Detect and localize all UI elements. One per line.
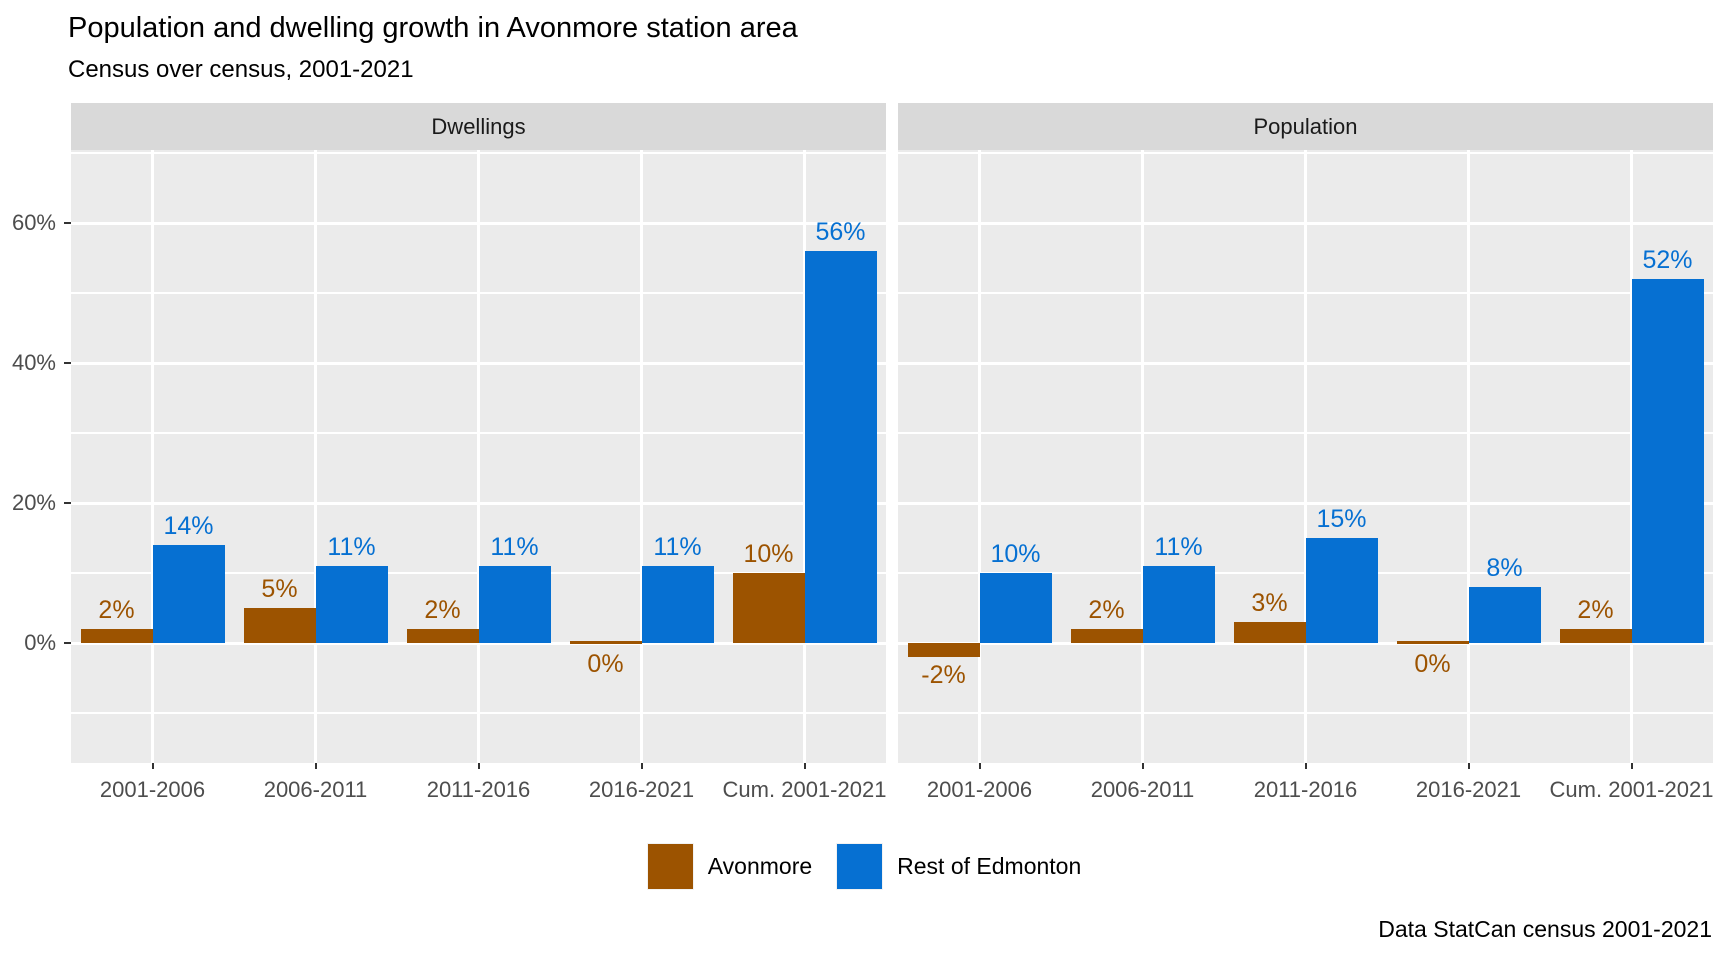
facet-panel: -2% 2% 3% 0% 2% 10% 11% 15% 8% 52%	[898, 150, 1713, 763]
bar-value-label: 2%	[98, 596, 135, 624]
bar-value-label: 11%	[327, 533, 376, 561]
facet-dwellings: Dwellings 2% 5% 2% 0% 10% 14% 11% 11% 11% 56%	[71, 103, 886, 763]
x-axis-label: 2016-2021	[588, 777, 695, 802]
x-axis-label: Cum. 2001-2021	[722, 777, 887, 802]
bar-value-label: 11%	[490, 533, 539, 561]
bar-avonmore	[1559, 629, 1632, 643]
x-axis-tick	[1467, 763, 1470, 769]
bar-value-label: 0%	[587, 650, 624, 678]
chart-subtitle: Census over census, 2001-2021	[68, 56, 414, 83]
bar-avonmore	[1070, 629, 1143, 643]
bar-value-label: 0%	[1414, 650, 1451, 678]
legend: Avonmore Rest of Edmonton	[0, 843, 1728, 890]
facet-population: Population -2% 2% 3% 0% 2% 10% 11% 15% 8% 52%	[898, 103, 1713, 763]
bar-value-label: 10%	[743, 540, 794, 568]
x-axis-label: 2001-2006	[99, 777, 206, 802]
legend-swatch-avonmore	[646, 843, 694, 890]
x-axis-label: 2006-2011	[263, 777, 368, 802]
y-axis-label: 40%	[11, 350, 56, 375]
major-gridline-vertical	[1304, 150, 1307, 763]
major-gridline-vertical	[1141, 150, 1144, 763]
bar-value-label: 56%	[815, 218, 866, 246]
bar-rest-of-edmonton	[1142, 566, 1215, 643]
x-axis-tick	[640, 763, 643, 769]
legend-entry-avonmore: Avonmore	[646, 843, 813, 890]
bar-value-label: 2%	[1088, 596, 1125, 624]
x-axis-label: 2001-2006	[926, 777, 1033, 802]
bar-value-label: 14%	[163, 512, 214, 540]
y-axis-label: 20%	[11, 490, 56, 515]
major-gridline-vertical	[640, 150, 643, 763]
bar-value-label: -2%	[921, 661, 966, 689]
bar-rest-of-edmonton	[979, 573, 1052, 643]
bar-avonmore	[243, 608, 316, 643]
legend-swatch-rest-of-edmonton	[836, 843, 884, 890]
bar-rest-of-edmonton	[1631, 279, 1704, 643]
legend-entry-rest-of-edmonton: Rest of Edmonton	[836, 843, 1081, 890]
x-axis-label: 2016-2021	[1415, 777, 1522, 802]
facet-panel: 2% 5% 2% 0% 10% 14% 11% 11% 11% 56%	[71, 150, 886, 763]
x-axis-tick	[314, 763, 317, 769]
bar-rest-of-edmonton	[315, 566, 388, 643]
bar-rest-of-edmonton	[478, 566, 551, 643]
bar-value-label: 11%	[653, 533, 702, 561]
bar-value-label: 5%	[261, 575, 298, 603]
bar-rest-of-edmonton	[804, 251, 877, 643]
bar-value-label: 3%	[1251, 589, 1288, 617]
y-axis-tick	[64, 222, 71, 224]
legend-label: Avonmore	[707, 853, 813, 879]
bar-avonmore	[1233, 622, 1306, 643]
x-axis-label: 2011-2016	[1253, 777, 1358, 802]
bar-avonmore	[80, 629, 153, 643]
y-axis-tick	[64, 642, 71, 644]
x-axis-label: 2011-2016	[426, 777, 531, 802]
major-gridline-vertical	[314, 150, 317, 763]
bar-rest-of-edmonton	[1468, 587, 1541, 643]
bar-value-label: 11%	[1154, 533, 1203, 561]
y-axis-tick	[64, 362, 71, 364]
bar-avonmore	[1396, 641, 1469, 644]
bar-avonmore	[406, 629, 479, 643]
x-axis-label: Cum. 2001-2021	[1549, 777, 1714, 802]
facet-strip: Population	[898, 103, 1713, 150]
bar-value-label: 8%	[1486, 554, 1523, 582]
x-axis-tick	[978, 763, 981, 769]
bar-rest-of-edmonton	[641, 566, 714, 643]
bar-avonmore	[907, 643, 980, 657]
chart-caption: Data StatCan census 2001-2021	[1378, 916, 1712, 942]
bar-avonmore	[569, 641, 642, 644]
x-axis-label: 2006-2011	[1090, 777, 1195, 802]
chart-title: Population and dwelling growth in Avonmo…	[68, 12, 798, 44]
major-gridline-vertical	[477, 150, 480, 763]
bar-rest-of-edmonton	[1305, 538, 1378, 643]
facet-strip-label: Dwellings	[431, 113, 526, 139]
facet-strip-label: Population	[1253, 113, 1358, 139]
x-axis-tick	[477, 763, 480, 769]
y-axis-tick	[64, 502, 71, 504]
major-gridline-vertical	[1467, 150, 1470, 763]
x-axis-tick	[1141, 763, 1144, 769]
bar-value-label: 10%	[990, 540, 1041, 568]
bar-value-label: 2%	[1577, 596, 1614, 624]
bar-value-label: 15%	[1316, 505, 1367, 533]
major-gridline-vertical	[151, 150, 154, 763]
y-axis-label: 0%	[24, 630, 56, 655]
legend-label: Rest of Edmonton	[897, 853, 1082, 879]
facet-strip: Dwellings	[71, 103, 886, 150]
major-gridline-vertical	[978, 150, 981, 763]
x-axis-tick	[803, 763, 806, 769]
bar-avonmore	[732, 573, 805, 643]
x-axis-tick	[151, 763, 154, 769]
x-axis-tick	[1630, 763, 1633, 769]
bar-value-label: 52%	[1642, 246, 1693, 274]
y-axis-label: 60%	[11, 210, 56, 235]
bar-rest-of-edmonton	[152, 545, 225, 643]
bar-value-label: 2%	[424, 596, 461, 624]
x-axis-tick	[1304, 763, 1307, 769]
